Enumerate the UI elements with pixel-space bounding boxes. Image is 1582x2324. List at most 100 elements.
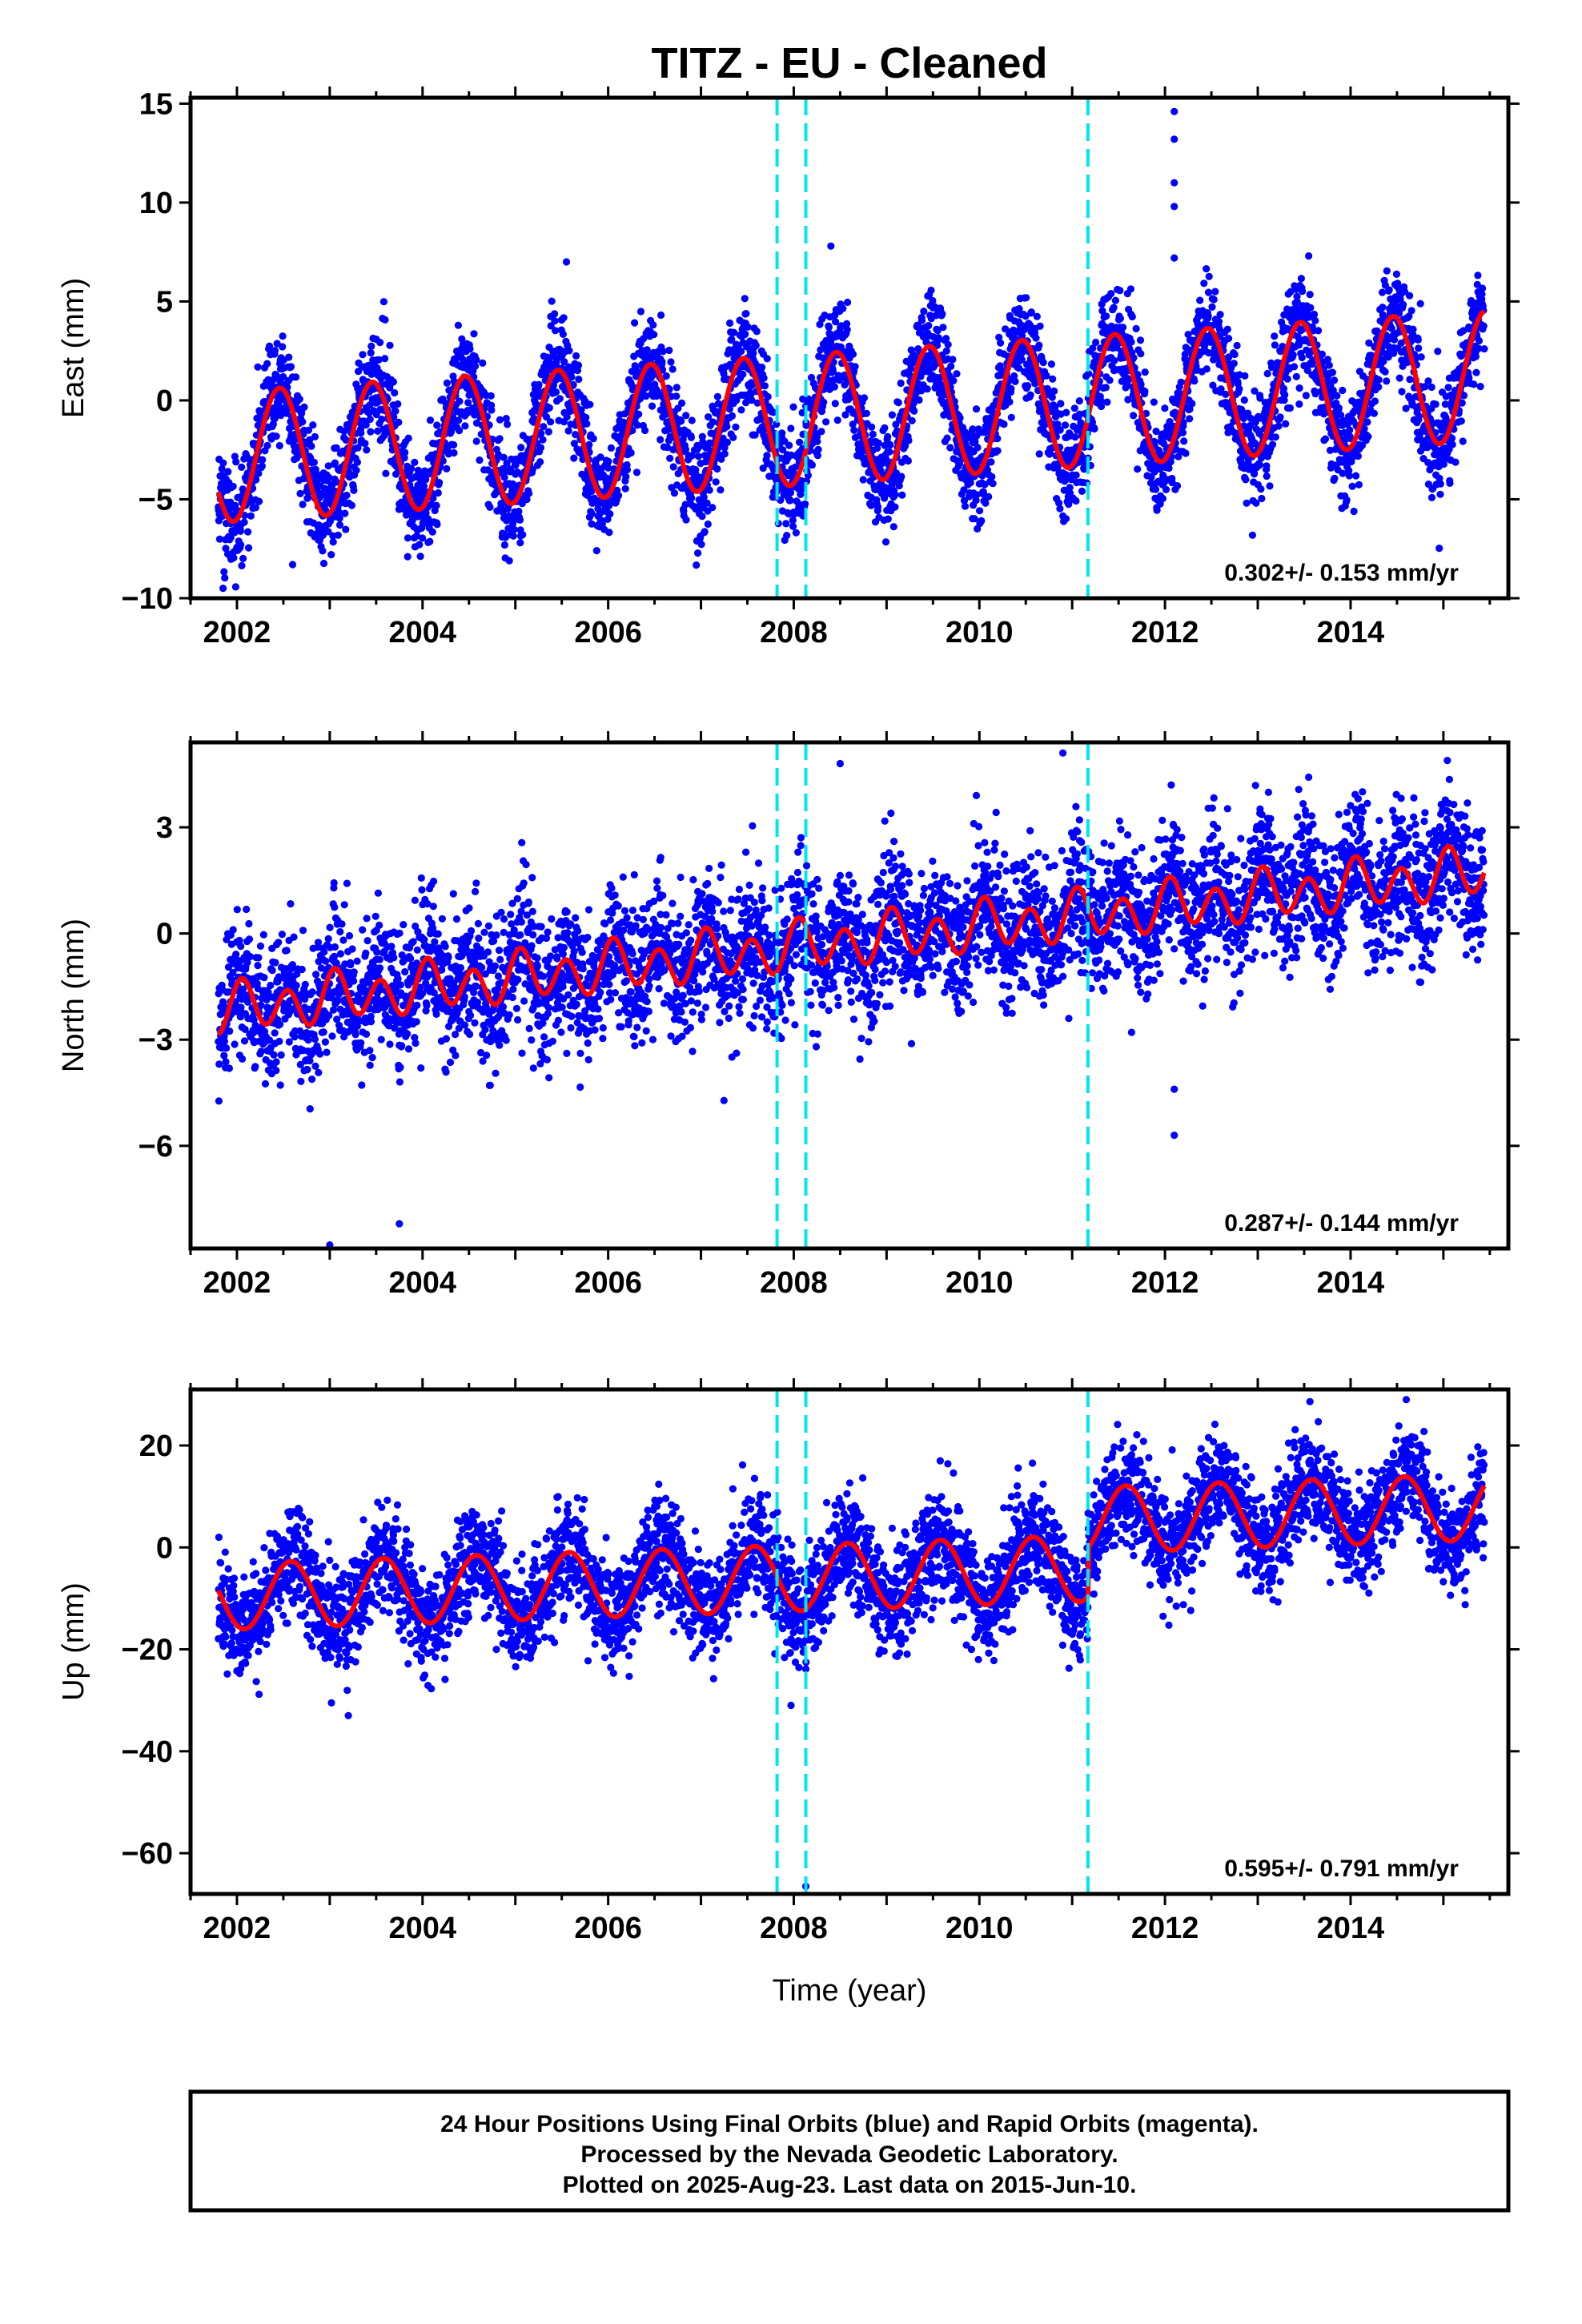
data-point [1352,472,1360,480]
data-point [787,451,796,460]
data-point [1159,471,1167,480]
data-point [487,392,495,400]
data-point [443,379,452,387]
data-point [649,321,657,329]
data-point [223,1044,231,1052]
data-point [763,355,771,363]
data-point [404,534,412,542]
data-point [395,418,403,427]
data-point [286,424,294,432]
data-point [953,370,961,378]
data-point [907,364,915,372]
data-point [271,347,279,355]
data-point [1150,398,1158,406]
data-point [712,478,720,486]
data-point [559,330,568,338]
data-point [350,486,358,495]
data-point [994,435,1002,443]
data-point [1394,279,1402,287]
data-point [747,390,755,398]
data-point [1293,298,1301,306]
data-point [378,416,386,424]
data-point [551,317,559,325]
data-point [1156,465,1164,473]
data-point [979,488,987,496]
data-point [266,342,274,350]
data-point [698,513,706,521]
data-point [1365,339,1373,347]
data-point [466,345,474,353]
data-point [238,463,246,472]
data-point [1346,426,1354,434]
data-point [1399,300,1407,308]
data-point [563,412,571,421]
data-point [961,428,969,436]
data-point [897,379,905,388]
data-point [272,372,280,380]
data-point [830,383,838,391]
data-point [1323,356,1331,364]
data-point [1037,407,1045,415]
data-point [1210,296,1218,304]
data-point [1379,288,1387,296]
x-tick-label: 2012 [1131,616,1199,649]
data-point [934,327,942,335]
data-point [1360,424,1368,432]
data-point [572,431,580,439]
data-point [251,504,259,512]
data-point [1007,413,1015,421]
data-point [1321,435,1330,443]
data-point [713,392,722,400]
data-point [243,959,251,967]
data-point [869,430,877,439]
data-point [1203,365,1211,373]
data-point [219,585,227,593]
data-point [1244,458,1252,466]
data-point [753,399,761,407]
data-point [1215,318,1223,326]
data-point [1299,287,1307,296]
data-point [859,476,867,484]
data-point [540,423,548,431]
data-point [1436,490,1444,498]
data-point [1241,372,1249,380]
data-point [972,497,980,505]
data-point [717,455,725,464]
data-point [796,438,804,446]
data-point [985,493,993,501]
data-point [304,426,312,434]
data-point [245,919,253,928]
data-point [547,418,555,426]
data-point [386,341,394,349]
data-point [332,478,340,486]
data-point [749,349,757,357]
data-point [1186,405,1194,413]
data-point [588,520,596,528]
data-point [891,491,899,499]
data-point [761,382,769,390]
data-point [564,427,572,435]
data-point [279,343,287,351]
data-point [798,408,806,416]
data-point [1295,384,1303,392]
data-point [447,428,456,436]
data-point [720,370,728,378]
data-point [1421,383,1429,391]
data-point [938,310,946,318]
data-point [1051,404,1059,412]
data-point [726,319,734,328]
data-point [476,456,484,464]
data-point [961,502,970,510]
data-point [891,503,899,511]
data-point [376,339,384,347]
data-point [758,364,766,372]
data-point [604,464,612,472]
data-point [232,458,240,466]
data-point [426,537,434,545]
data-point [737,348,745,356]
data-point [1402,404,1410,412]
data-point [443,464,451,473]
data-point [434,489,442,497]
data-point [949,356,957,364]
data-point [1111,296,1119,304]
